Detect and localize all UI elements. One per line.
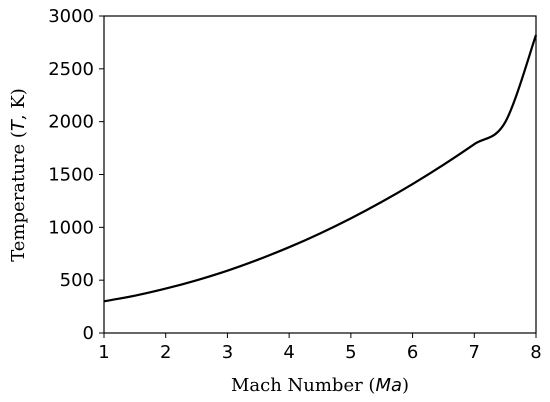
y-tick-label: 0 [83,323,94,344]
x-axis-title: Mach Number (Ma) [231,375,409,396]
y-tick-label: 3000 [48,6,94,27]
x-axis-title-italic: Ma [375,375,402,396]
x-axis-title-post: ) [402,375,409,396]
series-layer [103,34,538,303]
x-tick-label: 8 [530,342,541,363]
x-tick-label: 6 [407,342,418,363]
y-tick-label: 500 [60,270,94,291]
y-axis: 0 500 1000 1500 2000 2500 3000 [48,6,104,344]
plot-area [103,15,537,334]
y-tick-label: 2000 [48,112,94,133]
temperature-line [103,34,538,303]
x-axis: 1 2 3 4 5 6 7 8 [98,333,542,363]
x-tick-label: 7 [469,342,480,363]
x-tick-label: 1 [98,342,109,363]
y-axis-title-post: , K) [8,88,29,120]
y-axis-title-italic: T [8,118,29,131]
x-tick-label: 3 [222,342,233,363]
y-tick-label: 1000 [48,217,94,238]
x-tick-label: 2 [160,342,171,363]
y-tick-label: 1500 [48,165,94,186]
y-tick-label: 2500 [48,59,94,80]
x-tick-label: 4 [283,342,294,363]
plot-frame-border [103,15,537,334]
x-axis-title-pre: Mach Number ( [231,375,376,396]
y-axis-title-pre: Temperature ( [8,131,29,262]
y-axis-title: Temperature (T, K) [8,88,29,262]
x-tick-label: 5 [345,342,356,363]
